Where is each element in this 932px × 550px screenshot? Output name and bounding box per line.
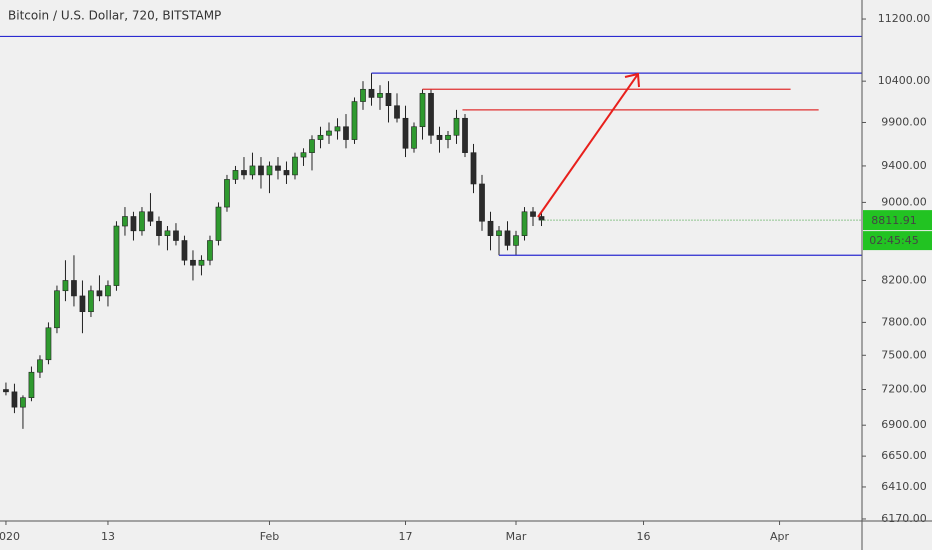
candle-body [215,206,222,241]
candle-body [351,101,358,140]
candle-body [368,88,375,98]
y-tick-label: 7800.00 [881,315,927,328]
candle-body [436,134,443,140]
candle-body [105,285,111,297]
candle-body [479,183,485,222]
candle-body [190,259,196,266]
candle-body [54,290,60,329]
candle-body [113,225,120,286]
plot-area [0,35,862,429]
candle-body [402,117,409,149]
candle-body [513,235,519,246]
candle-body [37,359,43,373]
candle-body [232,170,239,180]
candle-body [309,139,315,153]
candle-body [88,290,94,313]
candle-body [198,259,205,266]
candle-body [377,93,383,98]
candle-body [411,126,417,149]
candle-body [20,397,26,408]
candle-body [96,290,103,297]
candle-body [266,165,273,176]
candle-body [275,165,281,171]
candle-body [45,327,52,361]
candle-body [249,165,256,176]
y-tick-label: 10400.00 [878,74,931,87]
candle-body [317,134,324,140]
y-tick-label: 6650.00 [881,449,927,462]
candle-body [241,170,247,176]
candle-body [360,88,366,102]
last-price-box [863,210,932,231]
last-price-label: 8811.91 [871,214,917,227]
x-tick-label: Apr [770,530,790,543]
x-tick-label: 13 [101,530,115,543]
candle-body [538,216,545,221]
y-tick-label: 8200.00 [881,273,927,286]
y-tick-label: 9400.00 [881,159,927,172]
candle-body [496,230,502,236]
candle-body [445,134,451,140]
chart-title: Bitcoin / U.S. Dollar, 720, BITSTAMP [8,9,221,23]
x-tick-label: 2020 [0,530,20,543]
x-tick-label: Feb [260,530,279,543]
y-tick-label: 6410.00 [881,480,927,493]
candle-body [462,117,468,153]
y-tick-label: 6900.00 [881,418,927,431]
candle-body [130,216,137,232]
candle-body [156,220,162,236]
candle-body [164,230,171,236]
candle-body [385,93,392,107]
y-tick-label: 6170.00 [881,512,927,525]
candle-body [11,391,18,408]
candle-body [207,240,213,261]
candle-body [521,211,528,236]
y-tick-label: 7200.00 [881,383,927,396]
candle-body [292,156,298,176]
candle-body [326,130,332,136]
candle-body [258,165,264,176]
candle-body [453,117,460,136]
y-tick-label: 7500.00 [881,348,927,361]
candle-body [3,389,9,393]
candle-body [28,371,35,398]
x-tick-label: 17 [398,530,412,543]
y-tick-label: 9900.00 [881,115,927,128]
candle-body [530,211,536,217]
countdown-box [863,231,932,251]
candle-body [470,152,477,185]
candle-body [343,126,349,140]
x-tick-label: 16 [637,530,651,543]
candle-body [173,230,179,241]
candle-body [224,179,230,208]
candle-body [300,152,307,158]
candle-body [419,93,426,128]
y-tick-label: 9000.00 [881,195,927,208]
candle-body [71,280,77,297]
candle-body [181,240,188,261]
countdown-label: 02:45:45 [869,234,918,247]
candle-body [487,220,494,236]
forecast-arrow [537,73,639,218]
forecast-arrow-head [624,72,640,88]
candle-body [394,105,400,119]
x-tick-label: Mar [506,530,527,543]
candle-body [428,93,434,136]
candle-body [147,211,154,222]
candle-body [139,211,145,232]
candle-body [62,280,69,292]
candle-body [504,230,511,246]
candle-body [122,216,128,227]
candle-body [79,295,86,313]
y-tick-label: 11200.00 [878,12,931,25]
candle-body [334,126,341,132]
candle-body [283,170,290,176]
